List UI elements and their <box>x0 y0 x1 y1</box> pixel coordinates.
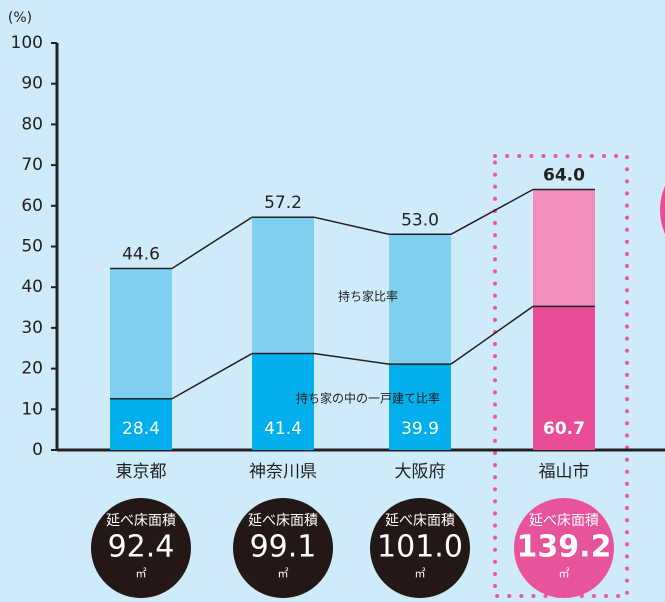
floor-area-unit: ㎡ <box>415 567 426 580</box>
value-label: 64.0 <box>543 166 585 186</box>
x-tick-label: 大阪府 <box>395 462 446 482</box>
floor-area-title: 延べ床面積 <box>248 513 318 529</box>
connector-line <box>450 188 534 235</box>
floor-area-badge <box>233 498 333 598</box>
connector-line <box>313 352 390 365</box>
bar <box>533 306 595 450</box>
x-tick-label: 福山市 <box>539 462 590 482</box>
floor-area-value: 139.2 <box>517 530 612 565</box>
y-tick-label: 70 <box>21 155 43 175</box>
y-tick-label: 80 <box>21 114 43 134</box>
series-label: 持ち家の中の一戸建て比率 <box>296 391 440 406</box>
value-label: 44.6 <box>122 244 160 264</box>
connector-line <box>171 216 253 270</box>
floor-area-value: 92.4 <box>108 530 175 565</box>
x-tick-label: 神奈川県 <box>249 462 317 482</box>
detached-share-label: 28.4 <box>122 419 160 439</box>
y-tick-label: 30 <box>21 318 43 338</box>
floor-area-badge <box>514 498 614 598</box>
detached-share-label: 39.9 <box>401 419 439 439</box>
floor-area-unit: ㎡ <box>136 567 147 580</box>
floor-area-value: 99.1 <box>250 530 317 565</box>
floor-area-unit: ㎡ <box>559 567 570 580</box>
y-tick-label: 0 <box>32 440 43 460</box>
connector-line <box>171 352 253 400</box>
y-tick-label: 40 <box>21 277 43 297</box>
y-tick-label: 20 <box>21 359 43 379</box>
bar <box>252 353 314 450</box>
floor-area-value: 101.0 <box>377 530 463 565</box>
x-tick-label: 東京都 <box>116 462 167 482</box>
floor-area-title: 延べ床面積 <box>529 513 599 529</box>
highlight-frame <box>493 154 629 598</box>
decoration-circle <box>660 186 665 234</box>
floor-area-badge <box>370 498 470 598</box>
detached-share-label: 60.7 <box>543 419 585 439</box>
y-tick-label: 90 <box>21 74 43 94</box>
value-label: 57.2 <box>264 193 302 213</box>
y-unit-label: (%) <box>8 10 32 26</box>
floor-area-title: 延べ床面積 <box>106 513 176 529</box>
bar <box>110 398 172 450</box>
series-label: 持ち家比率 <box>338 289 398 304</box>
y-tick-label: 10 <box>21 399 43 419</box>
bar <box>389 364 451 450</box>
floor-area-badge <box>91 498 191 598</box>
y-tick-label: 60 <box>21 196 43 216</box>
value-label: 53.0 <box>401 210 439 230</box>
detached-share-label: 41.4 <box>264 419 302 439</box>
connector-line <box>313 216 390 236</box>
y-tick-label: 100 <box>11 33 43 53</box>
y-tick-label: 50 <box>21 237 43 257</box>
floor-area-unit: ㎡ <box>278 567 289 580</box>
floor-area-title: 延べ床面積 <box>385 513 455 529</box>
connector-line <box>450 305 534 365</box>
